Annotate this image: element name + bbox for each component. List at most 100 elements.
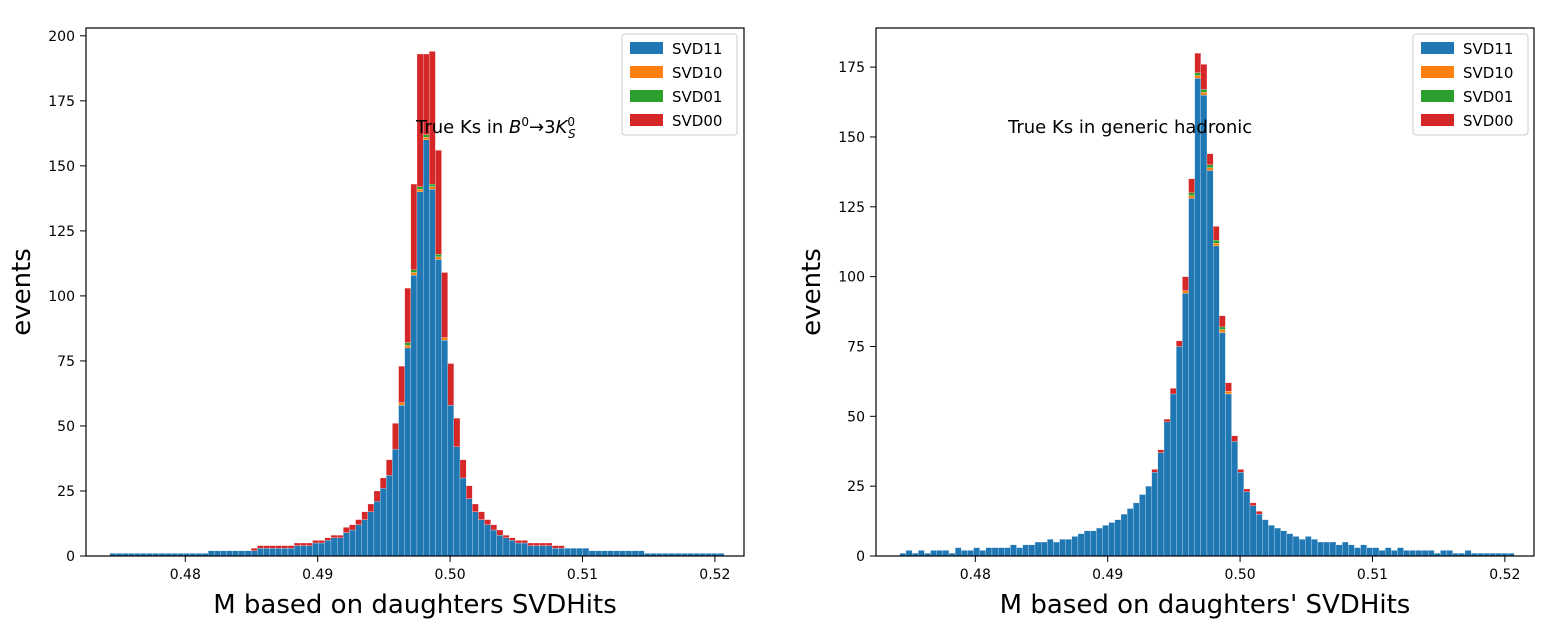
bar-svd11-86	[638, 550, 645, 557]
bar-svd11-46	[1182, 293, 1189, 557]
bar-svd00-44	[1170, 388, 1177, 395]
bar-svd11-36	[330, 537, 338, 557]
bar-svd11-32	[1096, 527, 1103, 557]
bar-svd11-39	[349, 529, 356, 557]
bar-svd11-39	[1139, 494, 1146, 557]
bar-svd11-41	[1151, 472, 1158, 557]
bar-svd11-64	[1292, 536, 1300, 557]
bar-svd11-60	[478, 519, 485, 557]
bar-svd11-65	[1299, 539, 1306, 557]
bar-svd11-18	[1010, 544, 1017, 557]
xtick-label-2: 0.50	[1224, 567, 1255, 583]
bar-svd01-53	[435, 254, 442, 258]
bar-svd11-79	[595, 550, 602, 557]
legend-label-svd11: SVD11	[672, 40, 722, 58]
bar-svd11-19	[226, 550, 233, 557]
bar-svd11-46	[392, 449, 399, 557]
bar-svd11-24	[257, 548, 264, 557]
bar-svd11-52	[429, 189, 436, 557]
bar-svd11-53	[1225, 393, 1232, 557]
bar-svd11-7	[942, 550, 950, 557]
bar-svd11-92	[1464, 550, 1472, 557]
bar-svd11-30	[293, 545, 301, 557]
bar-svd00-30	[293, 542, 301, 546]
legend-label-svd10: SVD10	[672, 64, 722, 82]
bar-svd01-51	[1213, 240, 1220, 244]
bar-svd10-49	[410, 272, 418, 276]
bar-svd00-27	[275, 545, 282, 549]
bar-svd11-11	[967, 550, 974, 557]
bar-svd11-27	[275, 548, 282, 557]
xtick-label-2: 0.50	[434, 567, 465, 583]
bar-svd11-20	[1022, 544, 1029, 557]
xtick-label-1: 0.49	[302, 567, 333, 583]
ytick-label-0: 0	[856, 549, 865, 565]
bar-svd00-66	[515, 540, 522, 544]
bar-svd11-45	[386, 475, 393, 557]
bar-svd00-57	[459, 459, 467, 479]
ytick-label-6: 150	[838, 130, 865, 146]
bar-svd11-26	[269, 548, 276, 557]
bar-svd11-78	[588, 550, 596, 557]
legend-box	[621, 33, 738, 136]
bar-svd11-40	[355, 524, 362, 557]
bar-svd11-37	[337, 537, 344, 557]
chart-right-legend: SVD11 SVD10 SVD01 SVD00	[1412, 33, 1529, 136]
ytick-label-4: 100	[48, 289, 75, 305]
ytick-label-3: 75	[847, 339, 865, 355]
bar-svd11-44	[380, 488, 387, 557]
legend-label-svd10: SVD10	[1463, 64, 1513, 82]
bar-svd11-6	[936, 550, 943, 557]
bar-svd11-15	[991, 547, 999, 557]
bar-svd00-39	[349, 524, 356, 531]
bar-svd11-37	[1127, 508, 1134, 557]
bar-svd00-36	[330, 535, 338, 538]
bar-svd11-58	[1256, 513, 1263, 557]
chart-right-ticks: 0.48 0.49 0.50 0.51 0.52 0 25 50 75 100 125 150 175	[838, 60, 1520, 583]
xtick-label-1: 0.49	[1092, 567, 1123, 583]
bar-svd11-54	[1231, 441, 1238, 557]
bar-svd11-51	[1213, 245, 1220, 557]
ytick-label-0: 0	[66, 549, 75, 565]
bar-svd11-79	[1385, 547, 1392, 557]
bar-svd00-31	[300, 542, 307, 546]
bar-svd00-55	[447, 363, 454, 406]
bar-svd11-3	[918, 550, 925, 557]
ytick-label-1: 25	[847, 479, 865, 495]
bar-svd00-53	[1225, 382, 1232, 392]
bar-svd11-62	[1280, 530, 1287, 557]
bar-svd00-32	[306, 542, 313, 546]
bar-svd11-55	[1237, 472, 1244, 557]
annotation-k-sub: S	[568, 127, 576, 141]
bar-svd11-74	[564, 548, 571, 557]
bar-svd00-38	[343, 527, 350, 533]
bar-svd00-67	[521, 540, 528, 544]
bar-svd11-67	[521, 542, 528, 557]
bar-svd00-34	[318, 540, 325, 544]
annotation-k: K	[556, 117, 569, 138]
bar-svd00-62	[490, 524, 497, 531]
bar-svd00-24	[257, 545, 264, 549]
bar-svd11-67	[1311, 539, 1318, 557]
bar-svd11-80	[1391, 550, 1398, 557]
bar-svd11-72	[552, 548, 559, 557]
bar-svd10-48	[1194, 75, 1201, 79]
bar-svd10-50	[416, 189, 424, 192]
bar-svd00-54	[1231, 435, 1238, 442]
bar-svd00-72	[552, 545, 559, 549]
bar-svd01-47	[1188, 192, 1195, 196]
bar-svd11-35	[324, 540, 332, 557]
bar-svd11-43	[373, 501, 381, 557]
bar-svd01-52	[1219, 326, 1226, 330]
bar-svd11-44	[1170, 393, 1177, 557]
bar-svd11-74	[1354, 547, 1361, 557]
bar-svd00-43	[373, 490, 381, 502]
bar-svd11-24	[1047, 539, 1054, 557]
bar-svd11-31	[300, 545, 307, 557]
xtick-label-4: 0.52	[699, 567, 730, 583]
legend-swatch-svd01	[1421, 90, 1454, 102]
ytick-label-1: 25	[57, 484, 75, 500]
bar-svd00-44	[380, 477, 387, 489]
bar-svd11-17	[214, 550, 221, 557]
xtick-label-0: 0.48	[960, 567, 991, 583]
